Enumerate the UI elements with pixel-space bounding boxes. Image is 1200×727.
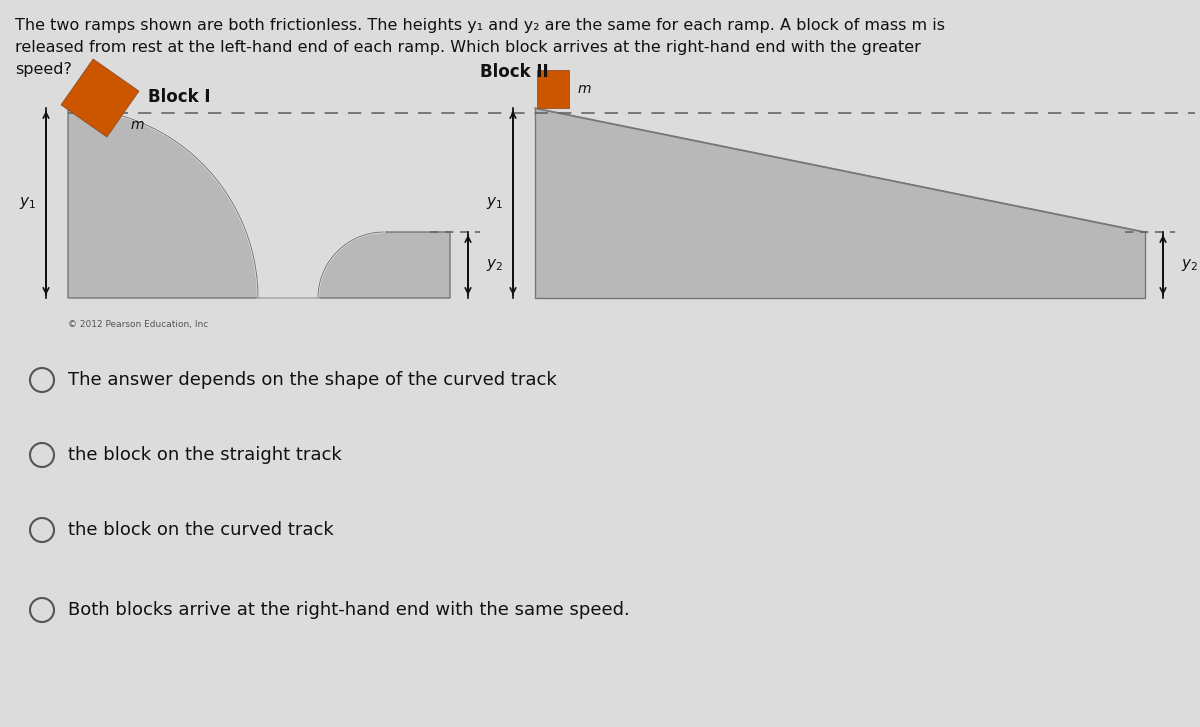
Polygon shape: [68, 108, 450, 298]
Text: The answer depends on the shape of the curved track: The answer depends on the shape of the c…: [68, 371, 557, 389]
Text: $y_1$: $y_1$: [486, 195, 504, 211]
Text: $y_2$: $y_2$: [1181, 257, 1198, 273]
Text: Both blocks arrive at the right-hand end with the same speed.: Both blocks arrive at the right-hand end…: [68, 601, 630, 619]
Text: The two ramps shown are both frictionless. The heights y₁ and y₂ are the same fo: The two ramps shown are both frictionles…: [14, 18, 946, 33]
Text: $m$: $m$: [130, 118, 144, 132]
Text: $m$: $m$: [577, 82, 592, 96]
Text: the block on the straight track: the block on the straight track: [68, 446, 342, 464]
Text: speed?: speed?: [14, 62, 72, 77]
Text: © 2012 Pearson Education, Inc: © 2012 Pearson Education, Inc: [68, 320, 209, 329]
Text: $y_1$: $y_1$: [19, 195, 36, 211]
Text: Block II: Block II: [480, 63, 548, 81]
Text: released from rest at the left-hand end of each ramp. Which block arrives at the: released from rest at the left-hand end …: [14, 40, 920, 55]
Bar: [538, 70, 569, 108]
Text: the block on the curved track: the block on the curved track: [68, 521, 334, 539]
Text: $y_2$: $y_2$: [486, 257, 503, 273]
Polygon shape: [61, 59, 139, 137]
Polygon shape: [535, 108, 1145, 298]
Text: Block I: Block I: [148, 88, 210, 106]
